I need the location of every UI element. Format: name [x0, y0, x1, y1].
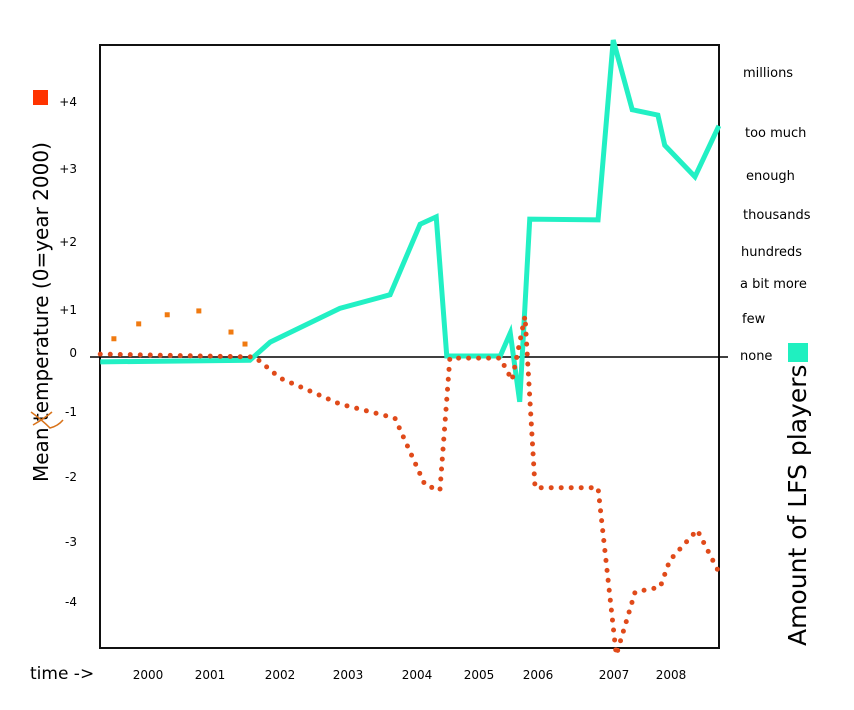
right-tick-label: none	[740, 349, 772, 364]
right-tick-label: enough	[746, 169, 795, 184]
temperature-sample-point	[228, 329, 234, 335]
temperature-sample-point	[164, 312, 170, 318]
temperature-sample-point	[136, 321, 142, 327]
right-tick-label: thousands	[743, 208, 811, 223]
x-tick-label: 2000	[133, 668, 164, 682]
y-tick-label: +1	[59, 303, 77, 317]
players-legend-swatch	[788, 343, 808, 362]
x-tick-label: 2007	[599, 668, 630, 682]
y-tick-label: +2	[59, 235, 77, 249]
x-tick-label: 2001	[195, 668, 226, 682]
temperature-legend-swatch	[33, 90, 48, 105]
right-tick-label: few	[742, 312, 766, 327]
y-tick-label: +4	[59, 95, 77, 109]
x-tick-label: 2006	[523, 668, 554, 682]
y-tick-label: +3	[59, 162, 77, 176]
temperature-line	[97, 315, 722, 656]
x-axis-title: time ->	[30, 664, 94, 684]
temperature-sample-point	[242, 341, 248, 347]
y-tick-label: -2	[65, 470, 77, 484]
y-tick-label: -3	[65, 535, 77, 549]
plot-frame	[99, 44, 720, 649]
y-tick-label: -1	[65, 405, 77, 419]
temperature-sample-point	[196, 308, 202, 314]
y-axis-title: Mean temperature (0=year 2000)	[29, 142, 53, 482]
x-tick-label: 2008	[656, 668, 687, 682]
right-tick-label: millions	[743, 66, 793, 81]
y-tick-label: 0	[69, 346, 77, 360]
temperature-sample-point	[111, 336, 117, 342]
x-tick-label: 2005	[464, 668, 495, 682]
x-tick-label: 2002	[265, 668, 296, 682]
right-tick-label: a bit more	[740, 277, 807, 292]
strike-through-mark	[30, 411, 64, 429]
right-axis-title: Amount of LFS players	[783, 364, 812, 646]
x-tick-label: 2004	[402, 668, 433, 682]
players-line	[100, 39, 722, 403]
y-tick-label: -4	[65, 595, 77, 609]
x-tick-label: 2003	[333, 668, 364, 682]
right-tick-label: too much	[745, 126, 806, 141]
right-tick-label: hundreds	[741, 245, 802, 260]
